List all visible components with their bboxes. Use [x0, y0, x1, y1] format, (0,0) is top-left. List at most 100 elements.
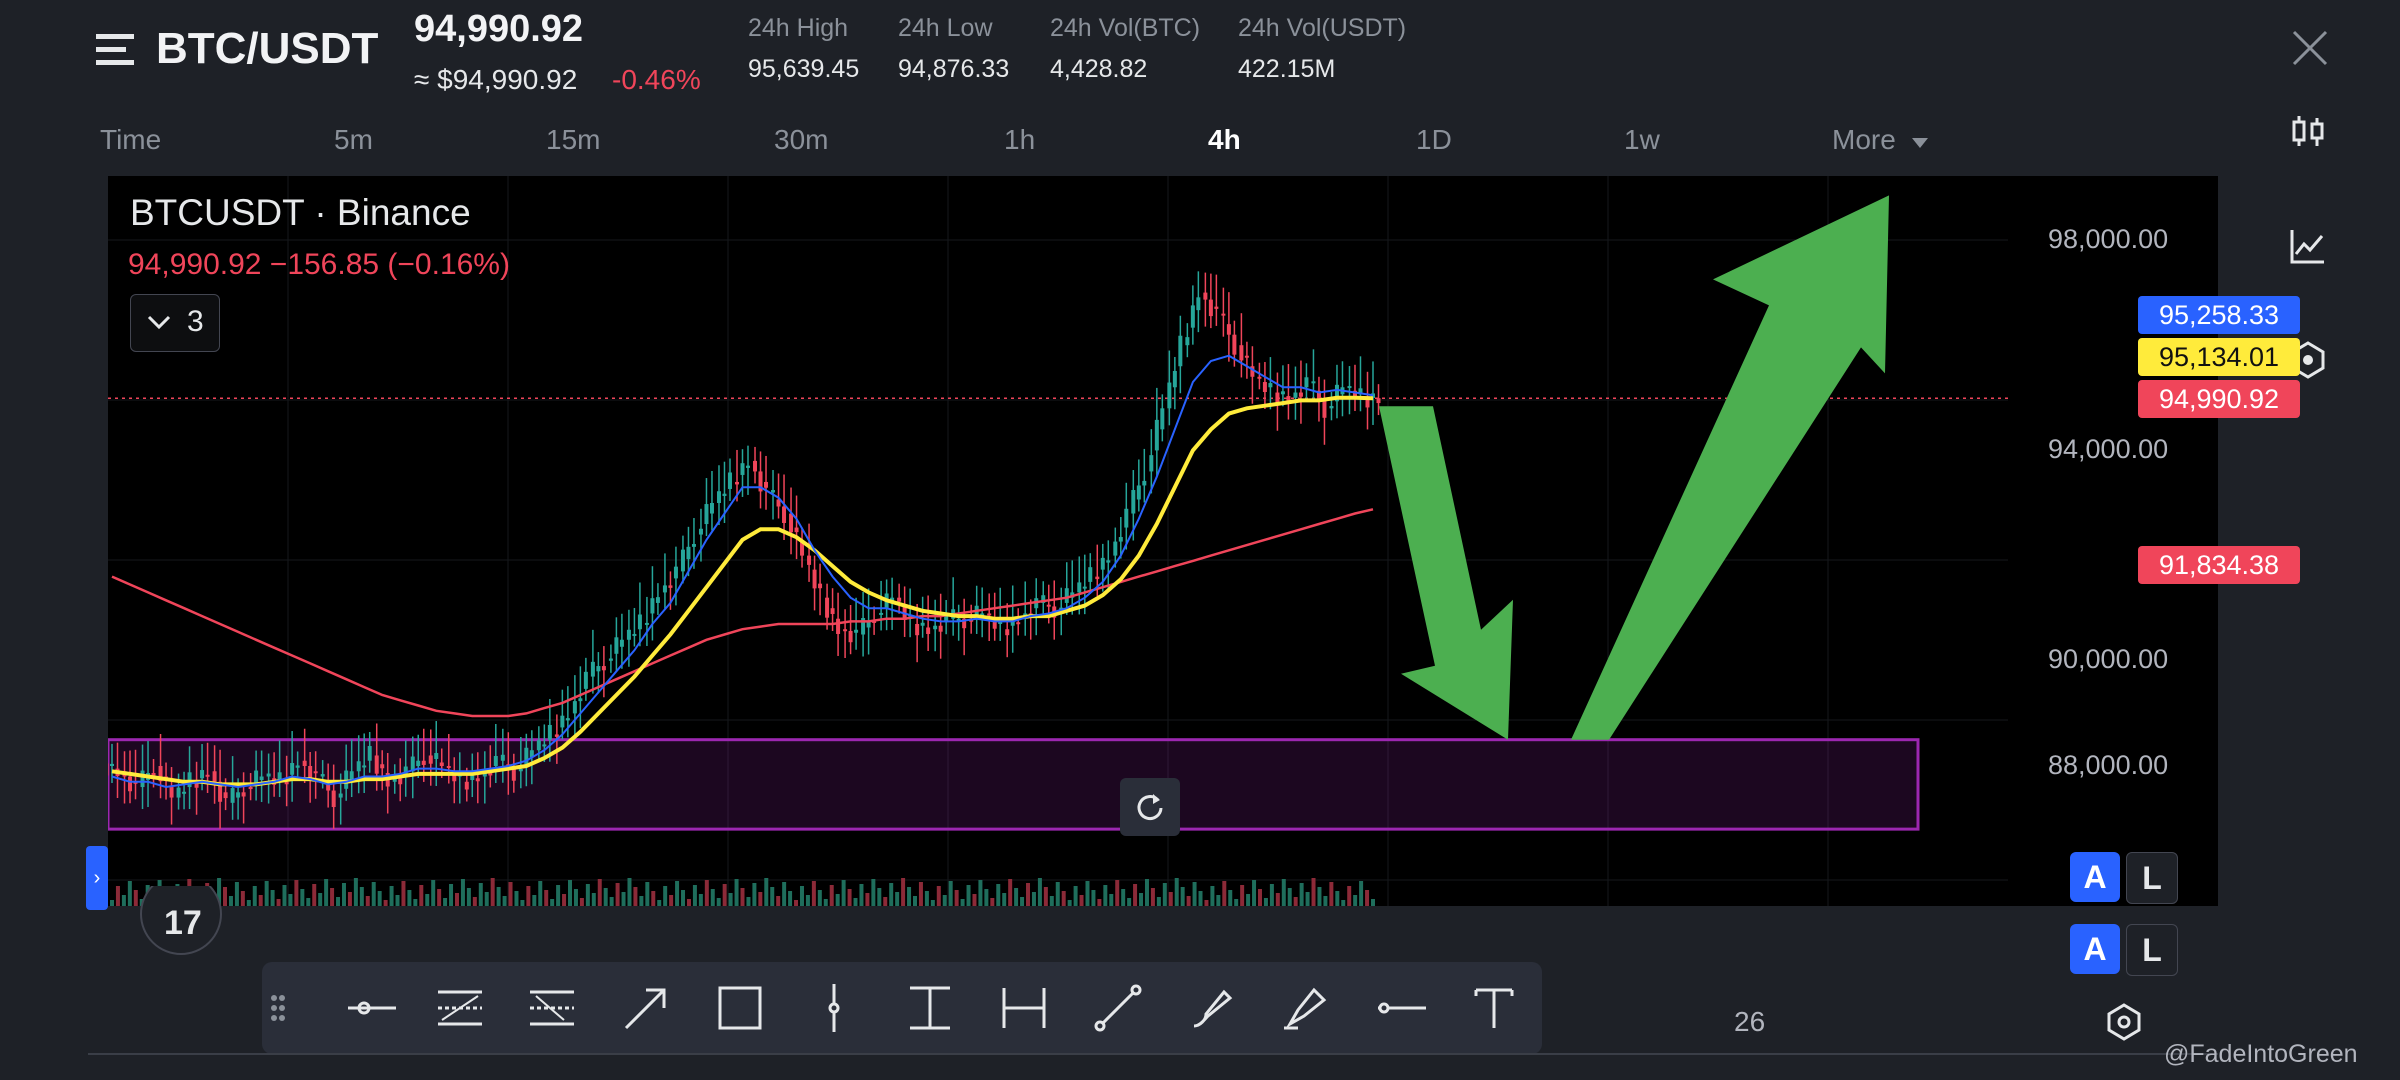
candle-body [320, 774, 325, 777]
candle-body [1124, 508, 1129, 528]
tab-15m[interactable]: 15m [546, 124, 601, 155]
volume-bar [1269, 884, 1274, 906]
drawing-panel-tab[interactable]: › [86, 846, 108, 910]
menu-icon[interactable] [96, 30, 136, 70]
volume-bar [413, 899, 418, 906]
volume-bar [1353, 895, 1358, 906]
volume-bar [246, 900, 251, 906]
candle-body [1280, 391, 1285, 395]
candle-body [230, 788, 235, 803]
indicator-toggle[interactable]: 3 [130, 294, 220, 352]
log-scale-button[interactable]: L [2126, 852, 2178, 904]
candle-body [151, 773, 156, 776]
drag-handle-icon[interactable] [262, 980, 294, 1036]
candle-body [1365, 397, 1370, 408]
volume-bar [1103, 885, 1108, 906]
volume-bar [1049, 896, 1054, 906]
text-tool-icon[interactable] [1466, 980, 1522, 1036]
date-range-icon[interactable] [996, 980, 1052, 1036]
tab-time[interactable]: Time [100, 124, 162, 155]
fib-extension-icon[interactable] [524, 980, 580, 1036]
candle-body [128, 776, 133, 792]
volume-bar [1234, 899, 1239, 906]
candle-body [920, 622, 925, 626]
volume-bar [1020, 897, 1025, 906]
volume-bar [657, 900, 662, 906]
volume-bar [1156, 897, 1161, 906]
volume-bar [353, 878, 358, 906]
horizontal-line-icon[interactable] [1374, 980, 1430, 1036]
highlighter-icon[interactable] [1278, 980, 1334, 1036]
volume-bar [579, 898, 584, 906]
volume-bar [377, 891, 382, 906]
auto-scale-button[interactable]: A [2070, 852, 2120, 902]
candle-body [1016, 622, 1021, 625]
volume-bar [252, 886, 257, 906]
volume-bar [645, 882, 650, 906]
volume-bar [978, 880, 983, 906]
chart-settings-icon[interactable] [2104, 1002, 2144, 1042]
fib-retracement-icon[interactable] [432, 980, 488, 1036]
candle-body [1226, 324, 1231, 335]
candle-body [439, 762, 444, 766]
tab-1h[interactable]: 1h [1004, 124, 1036, 155]
rectangle-tool-icon[interactable] [712, 980, 768, 1036]
volume-bar [776, 896, 781, 906]
tab-more[interactable]: More [1832, 124, 1896, 155]
candle-body [200, 770, 205, 779]
candle-body [1059, 607, 1064, 610]
volume-bar [294, 880, 299, 906]
candle-body [583, 671, 588, 689]
candles-icon[interactable] [2288, 112, 2328, 152]
close-icon[interactable] [2290, 28, 2330, 68]
volume-bar [907, 887, 912, 906]
price-tag-blue-ma: 95,258.33 [2138, 296, 2300, 334]
chart-canvas[interactable] [108, 176, 2218, 906]
candle-body [362, 765, 367, 768]
vertical-line-icon[interactable] [806, 980, 862, 1036]
candle-body [722, 493, 727, 496]
candle-body [758, 471, 763, 492]
stat-24h-high: 24h High 95,639.45 [748, 14, 859, 84]
candle-body [825, 597, 830, 618]
tab-5m[interactable]: 5m [334, 124, 373, 155]
arrow-tool-icon[interactable] [618, 980, 674, 1036]
volume-bar [829, 885, 834, 906]
volume-bar [1341, 900, 1346, 906]
ma-slow-line [111, 508, 1374, 718]
volume-bar [1198, 891, 1203, 906]
volume-bar [288, 894, 293, 906]
volume-bar [556, 885, 561, 906]
horizontal-ray-icon[interactable] [344, 980, 400, 1036]
price-range-icon[interactable] [902, 980, 958, 1036]
tab-30m[interactable]: 30m [774, 124, 829, 155]
candle-body [108, 763, 109, 776]
log-scale-button-volume[interactable]: L [2126, 924, 2178, 976]
candle-body [547, 724, 552, 740]
tab-4h[interactable]: 4h [1208, 124, 1241, 155]
volume-bar [1275, 893, 1280, 906]
tab-1w[interactable]: 1w [1624, 124, 1660, 155]
candle-body [1178, 335, 1183, 367]
candle-body [500, 754, 505, 761]
volume-bar [538, 881, 543, 906]
reset-chart-button[interactable] [1120, 778, 1180, 836]
candle-body [1275, 392, 1280, 404]
candle-body [800, 541, 805, 556]
volume-bar [984, 889, 989, 906]
brush-icon[interactable] [1184, 980, 1240, 1036]
volume-bar [407, 890, 412, 906]
auto-scale-button-volume[interactable]: A [2070, 924, 2120, 974]
volume-bar [115, 886, 120, 906]
candle-body [493, 756, 498, 766]
pair-title[interactable]: BTC/USDT [156, 24, 379, 73]
candle-body [596, 666, 601, 672]
candle-body [626, 629, 631, 640]
candle-body [608, 658, 613, 661]
volume-bar [692, 885, 697, 906]
tab-1d[interactable]: 1D [1416, 124, 1452, 155]
indicators-icon[interactable] [2288, 226, 2328, 266]
volume-bar [1210, 886, 1215, 906]
trend-line-icon[interactable] [1090, 980, 1146, 1036]
candle-body [644, 622, 649, 625]
